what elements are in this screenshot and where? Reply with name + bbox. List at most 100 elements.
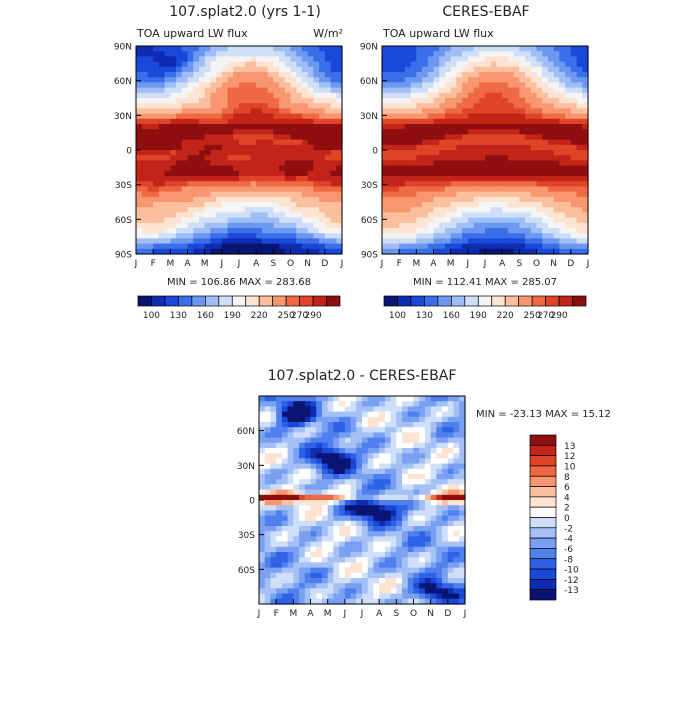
map-cell [350,474,357,480]
map-cell [542,82,549,89]
map-cell [187,228,194,234]
map-cell [299,463,306,470]
map-cell [396,401,403,407]
map-cell [284,170,292,177]
map-cell [576,139,583,146]
map-cell [324,238,332,245]
map-cell [422,61,429,68]
map-cell [390,468,397,475]
map-cell [216,77,223,83]
map-cell [402,578,409,584]
map-cell [141,87,149,94]
map-cell [307,248,314,255]
x-tick-label: F [397,259,402,269]
map-cell [327,520,334,527]
map-cell [542,113,549,120]
map-cell [293,562,300,569]
map-cell [321,484,329,491]
map-cell [407,567,415,574]
map-cell [330,160,337,167]
map-cell [565,186,572,193]
map-cell [301,118,309,125]
map-cell [402,536,409,543]
map-cell [485,82,492,89]
map-cell [553,124,560,130]
map-cell [507,186,515,193]
map-cell [433,186,440,193]
map-cell [422,222,429,229]
map-cell [442,557,449,563]
map-cell [324,103,332,109]
map-cell [327,562,334,569]
map-cell [553,248,560,255]
map-cell [387,98,395,104]
map-cell [333,442,340,449]
map-cell [419,505,426,511]
map-cell [290,217,297,224]
map-cell [439,238,446,245]
map-cell [485,139,492,146]
map-cell [158,134,166,141]
map-cell [444,77,452,83]
map-cell [382,77,389,83]
map-cell [136,228,143,234]
map-cell [136,176,143,182]
map-cell [553,222,560,229]
map-cell [356,411,363,418]
map-cell [313,108,320,115]
map-cell [344,463,352,470]
map-cell [281,427,289,433]
map-cell [307,212,314,219]
map-cell [299,411,306,418]
map-cell [270,463,277,470]
map-cell [462,217,469,224]
map-cell [424,578,432,584]
map-cell [193,124,200,130]
map-cell [270,583,277,589]
map-cell [542,233,549,239]
map-cell [141,82,149,89]
map-cell [244,113,252,120]
map-cell [525,186,532,193]
x-tick-label: D [567,259,574,269]
map-cell [442,448,449,454]
map-cell [153,191,160,198]
map-cell [582,155,589,161]
map-cell [373,552,380,558]
map-cell [419,416,426,423]
map-cell [259,510,266,517]
map-cell [227,118,234,125]
map-cell [424,432,432,439]
map-cell [193,66,200,73]
map-cell [276,578,283,584]
map-cell [433,160,440,167]
map-cell [307,77,314,83]
map-cell [136,66,143,73]
map-cell [216,160,223,167]
map-cell [530,87,538,94]
map-cell [227,155,234,161]
map-cell [221,160,229,167]
map-cell [513,51,520,57]
map-cell [256,144,263,151]
map-cell [362,411,369,418]
map-cell [356,520,363,527]
map-cell [264,484,272,491]
map-cell [576,66,583,73]
map-cell [444,144,452,151]
map-cell [576,181,583,187]
map-cell [276,458,283,465]
map-cell [402,453,409,459]
map-cell [444,139,452,146]
map-cell [399,72,406,78]
map-cell [416,228,423,234]
map-cell [293,505,300,511]
map-cell [367,583,375,589]
map-cell [313,150,320,156]
map-cell [430,536,437,543]
map-cell [530,108,538,115]
map-cell [284,56,292,63]
map-cell [390,536,397,543]
map-cell [450,207,457,213]
